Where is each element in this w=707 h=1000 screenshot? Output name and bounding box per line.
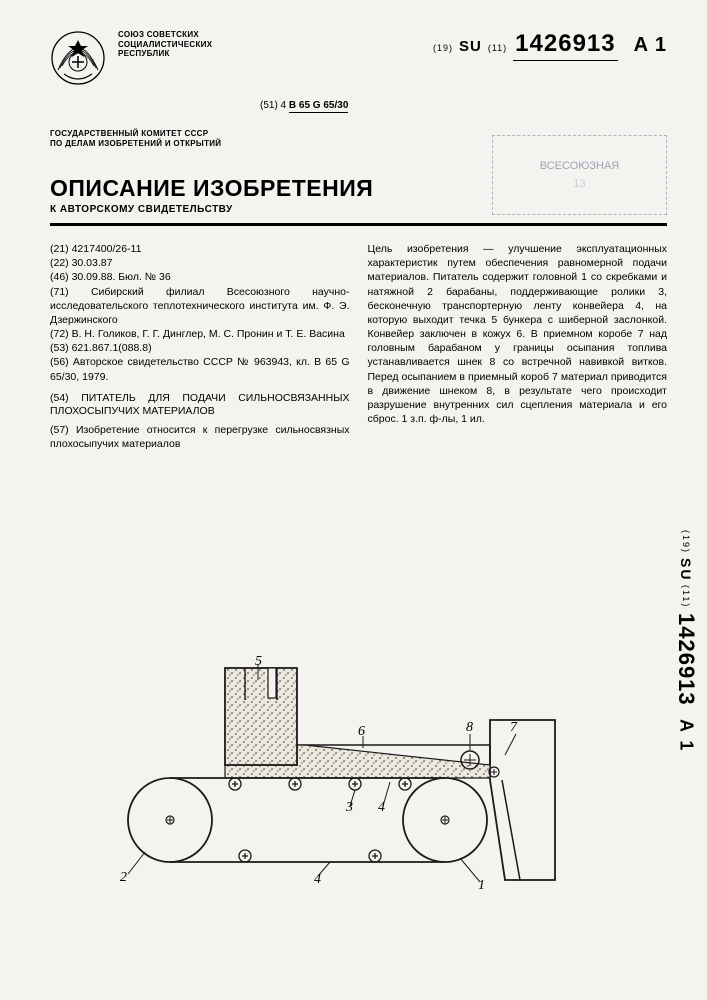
- publication-number: 1426913: [513, 30, 617, 61]
- diagram-label-4b: 4: [314, 872, 321, 888]
- side-kind: A 1: [676, 719, 697, 752]
- field-56: (56) Авторское свидетельство СССР № 9639…: [50, 355, 350, 383]
- field-46: (46) 30.09.88. Бюл. № 36: [50, 270, 350, 284]
- union-text: СОЮЗ СОВЕТСКИХ СОЦИАЛИСТИЧЕСКИХ РЕСПУБЛИ…: [118, 30, 212, 59]
- diagram-label-7: 7: [510, 720, 517, 736]
- header: СОЮЗ СОВЕТСКИХ СОЦИАЛИСТИЧЕСКИХ РЕСПУБЛИ…: [50, 30, 667, 86]
- ipc-classification: (51) 4 B 65 G 65/30: [260, 100, 667, 111]
- field-22: (22) 30.03.87: [50, 256, 350, 270]
- title-rule: [50, 223, 667, 226]
- diagram-label-1: 1: [478, 878, 485, 894]
- side-publication-code: (19) SU (11) 1426913 A 1: [673, 530, 699, 753]
- field-57: (57) Изобретение относится к перегрузке …: [50, 423, 350, 451]
- biblio-abstract-columns: (21) 4217400/26-11 (22) 30.03.87 (46) 30…: [50, 242, 667, 451]
- side-19: (19): [681, 530, 691, 554]
- publication-code: (19) SU (11) 1426913 A 1: [433, 30, 667, 61]
- field-21: (21) 4217400/26-11: [50, 242, 350, 256]
- library-stamp: ВСЕСОЮЗНАЯ 13: [492, 135, 667, 215]
- ipc-code: B 65 G 65/30: [289, 100, 348, 113]
- figure-diagram: [50, 620, 610, 920]
- side-country: SU: [678, 558, 694, 581]
- field-53: (53) 621.867.1(088.8): [50, 341, 350, 355]
- field-54: (54) ПИТАТЕЛЬ ДЛЯ ПОДАЧИ СИЛЬНОСВЯЗАННЫХ…: [50, 392, 350, 419]
- right-column: Цель изобретения — улучшение эксплуатаци…: [368, 242, 668, 451]
- stamp-line2: 13: [573, 178, 585, 190]
- field-72: (72) В. Н. Голиков, Г. Г. Динглер, М. С.…: [50, 327, 350, 341]
- diagram-label-5: 5: [255, 654, 262, 670]
- diagram-label-3: 3: [346, 800, 353, 816]
- country-code: SU: [459, 38, 482, 55]
- field-71: (71) Сибирский филиал Всесоюзного научно…: [50, 285, 350, 328]
- ussr-emblem-icon: [50, 30, 106, 86]
- diagram-label-8: 8: [466, 720, 473, 736]
- field-54-title: ПИТАТЕЛЬ ДЛЯ ПОДАЧИ СИЛЬНОСВЯЗАННЫХ ПЛОХ…: [50, 392, 350, 418]
- ipc-prefix: (51) 4: [260, 100, 286, 111]
- field-54-label: (54): [50, 392, 69, 404]
- abstract-text: Цель изобретения — улучшение эксплуатаци…: [368, 242, 668, 426]
- diagram-label-4a: 4: [378, 800, 385, 816]
- side-number: 1426913: [673, 613, 699, 706]
- diagram-label-2: 2: [120, 870, 127, 886]
- stamp-line1: ВСЕСОЮЗНАЯ: [540, 160, 620, 172]
- left-column: (21) 4217400/26-11 (22) 30.03.87 (46) 30…: [50, 242, 350, 451]
- code-11-label: (11): [488, 43, 507, 53]
- side-11: (11): [681, 585, 691, 608]
- kind-code: A 1: [634, 34, 667, 57]
- diagram-label-6: 6: [358, 724, 365, 740]
- code-19-label: (19): [433, 43, 453, 53]
